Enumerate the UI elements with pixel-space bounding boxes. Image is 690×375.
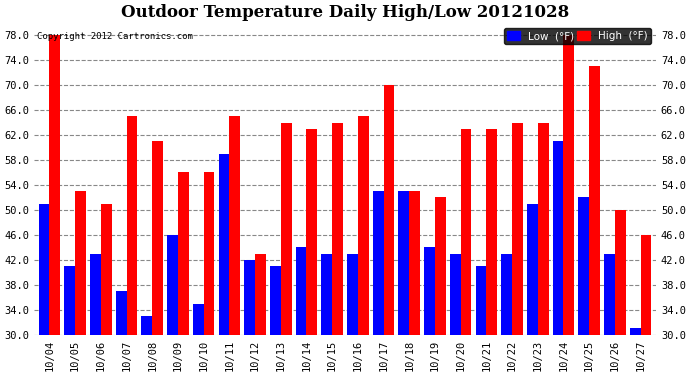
Bar (461, 129, 471, 375)
Bar (64, 266, 75, 375)
Bar (475, 266, 486, 375)
Bar (398, 191, 409, 375)
Legend: Low  (°F), High  (°F): Low (°F), High (°F) (504, 28, 651, 44)
Bar (409, 191, 420, 375)
Bar (116, 291, 126, 375)
Bar (424, 248, 435, 375)
Bar (126, 116, 137, 375)
Bar (306, 129, 317, 375)
Bar (90, 254, 101, 375)
Bar (219, 154, 229, 375)
Bar (141, 316, 152, 375)
Bar (564, 35, 574, 375)
Bar (322, 254, 332, 375)
Bar (75, 191, 86, 375)
Bar (538, 123, 549, 375)
Bar (384, 85, 395, 375)
Bar (244, 260, 255, 375)
Title: Outdoor Temperature Daily High/Low 20121028: Outdoor Temperature Daily High/Low 20121… (121, 4, 569, 21)
Bar (255, 254, 266, 375)
Bar (101, 204, 112, 375)
Bar (229, 116, 240, 375)
Bar (630, 328, 640, 375)
Bar (358, 116, 368, 375)
Bar (615, 210, 626, 375)
Text: Copyright 2012 Cartronics.com: Copyright 2012 Cartronics.com (37, 32, 193, 41)
Bar (640, 235, 651, 375)
Bar (178, 172, 189, 375)
Bar (295, 248, 306, 375)
Bar (152, 141, 163, 375)
Bar (527, 204, 538, 375)
Bar (486, 129, 497, 375)
Bar (167, 235, 178, 375)
Bar (450, 254, 461, 375)
Bar (604, 254, 615, 375)
Bar (39, 204, 50, 375)
Bar (435, 198, 446, 375)
Bar (501, 254, 512, 375)
Bar (578, 198, 589, 375)
Bar (204, 172, 215, 375)
Bar (347, 254, 358, 375)
Bar (373, 191, 384, 375)
Bar (281, 123, 292, 375)
Bar (50, 35, 60, 375)
Bar (589, 66, 600, 375)
Bar (193, 303, 204, 375)
Bar (270, 266, 281, 375)
Bar (512, 123, 523, 375)
Bar (332, 123, 343, 375)
Bar (553, 141, 564, 375)
